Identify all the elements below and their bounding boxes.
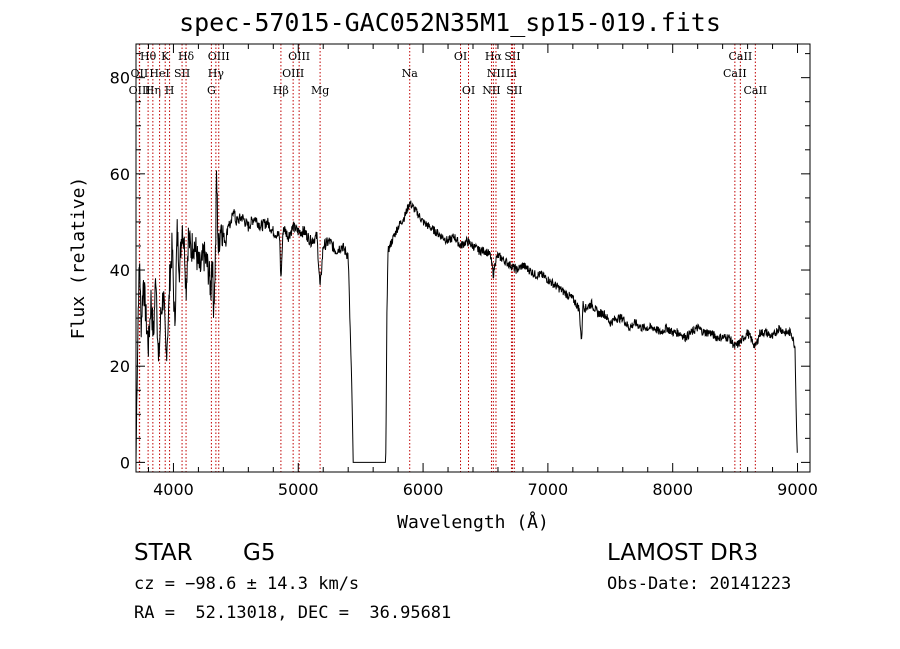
x-tick-label: 5000 xyxy=(278,480,319,499)
x-tick-label: 7000 xyxy=(528,480,569,499)
marker-label: CaII xyxy=(729,50,753,63)
marker-label: Hδ xyxy=(178,50,195,63)
y-axis-label: Flux (relative) xyxy=(68,177,89,340)
x-tick-label: 4000 xyxy=(153,480,194,499)
x-tick-label: 9000 xyxy=(777,480,818,499)
marker-label: K xyxy=(161,50,170,63)
marker-label: Hθ xyxy=(140,50,157,63)
marker-label: OI xyxy=(462,84,475,97)
marker-label: OIII xyxy=(129,84,151,97)
marker-label: Hγ xyxy=(208,67,225,80)
marker-label: OI xyxy=(454,50,467,63)
marker-label: Hα xyxy=(485,50,503,63)
object-class: STAR xyxy=(134,540,193,566)
marker-label: Hη xyxy=(145,84,161,97)
y-tick-label: 40 xyxy=(110,261,130,280)
marker-label: Mg xyxy=(311,84,329,97)
marker-label: Hβ xyxy=(273,84,289,97)
marker-label: Na xyxy=(402,67,419,80)
marker-label: SII xyxy=(174,67,190,80)
x-axis-label: Wavelength (Å) xyxy=(397,511,549,533)
marker-label: CaII xyxy=(743,84,767,97)
object-subclass: G5 xyxy=(243,540,276,566)
marker-label: OIII xyxy=(208,50,230,63)
marker-label: H xyxy=(165,84,175,97)
coordinates: RA = 52.13018, DEC = 36.95681 xyxy=(134,603,452,623)
redshift-velocity: cz = −98.6 ± 14.3 km/s xyxy=(134,574,360,594)
y-tick-label: 20 xyxy=(110,357,130,376)
y-tick-label: 60 xyxy=(110,165,130,184)
chart-title: spec-57015-GAC052N35M1_sp15-019.fits xyxy=(179,8,721,37)
marker-label: Li xyxy=(506,67,517,80)
survey-name: LAMOST DR3 xyxy=(607,540,759,566)
observation-date: Obs-Date: 20141223 xyxy=(607,574,792,594)
marker-label: SII xyxy=(506,84,522,97)
marker-label: OIII xyxy=(282,67,304,80)
marker-label: OIII xyxy=(288,50,310,63)
axes-layer xyxy=(135,43,811,473)
marker-label: NII xyxy=(487,67,505,80)
marker-label: SII xyxy=(504,50,520,63)
y-tick-label: 0 xyxy=(120,453,130,472)
series-layer xyxy=(135,170,798,463)
marker-label: NII xyxy=(482,84,500,97)
spectrum-line xyxy=(135,170,798,463)
marker-label: G xyxy=(207,84,216,97)
x-tick-label: 8000 xyxy=(652,480,693,499)
y-tick-label: 80 xyxy=(110,69,130,88)
marker-label: CaII xyxy=(723,67,747,80)
marker-label: HeI xyxy=(149,67,169,80)
plot-frame xyxy=(135,43,811,473)
x-tick-label: 6000 xyxy=(403,480,444,499)
labels-layer: 4000 5000 6000 7000 8000 9000 0 20 40 60 80 Wavelen… xyxy=(68,69,818,533)
